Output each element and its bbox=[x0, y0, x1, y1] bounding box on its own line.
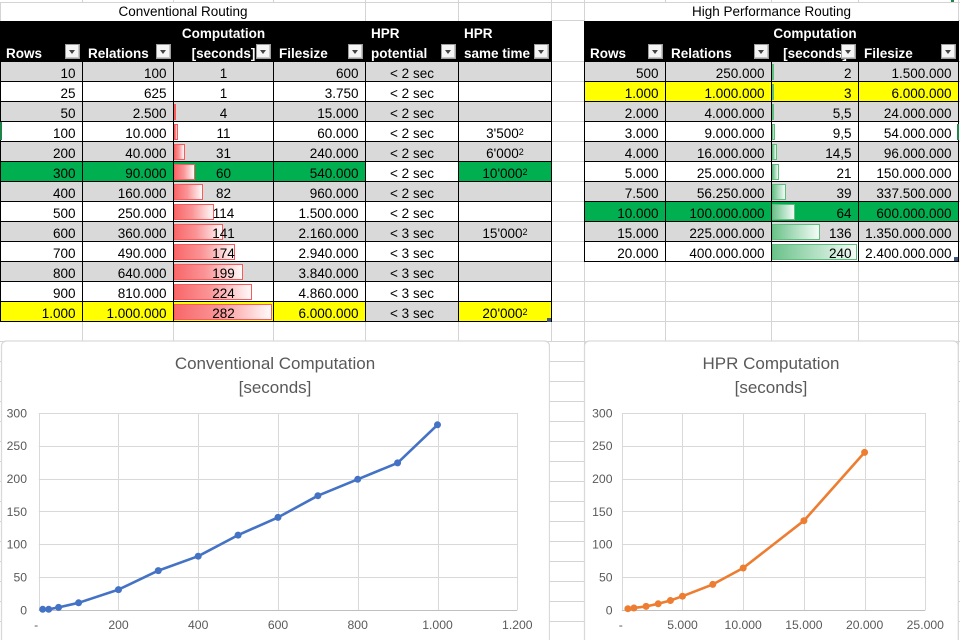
svg-text:200: 200 bbox=[108, 618, 129, 632]
svg-text:10.000: 10.000 bbox=[725, 618, 762, 632]
svg-text:50: 50 bbox=[599, 571, 613, 585]
svg-text:5.000: 5.000 bbox=[667, 618, 698, 632]
svg-text:25.000: 25.000 bbox=[907, 618, 944, 632]
svg-text:50: 50 bbox=[13, 571, 27, 585]
svg-text:400: 400 bbox=[188, 618, 209, 632]
svg-text:250: 250 bbox=[592, 439, 613, 453]
svg-text:15.000: 15.000 bbox=[785, 618, 822, 632]
svg-text:300: 300 bbox=[7, 406, 28, 420]
svg-text:Conventional Computation: Conventional Computation bbox=[175, 354, 375, 373]
svg-text:[seconds]: [seconds] bbox=[735, 378, 808, 397]
svg-text:150: 150 bbox=[592, 505, 613, 519]
svg-text:1.000: 1.000 bbox=[422, 618, 453, 632]
svg-text:[seconds]: [seconds] bbox=[239, 378, 312, 397]
svg-text:150: 150 bbox=[7, 505, 28, 519]
svg-text:200: 200 bbox=[7, 472, 28, 486]
svg-text:600: 600 bbox=[268, 618, 289, 632]
svg-text:20.000: 20.000 bbox=[846, 618, 883, 632]
svg-text:0: 0 bbox=[20, 603, 27, 617]
svg-text:300: 300 bbox=[592, 406, 613, 420]
svg-text:100: 100 bbox=[592, 538, 613, 552]
svg-text:0: 0 bbox=[606, 603, 613, 617]
svg-text:1.200: 1.200 bbox=[502, 618, 533, 632]
svg-text:-: - bbox=[34, 618, 38, 632]
svg-text:200: 200 bbox=[592, 472, 613, 486]
svg-text:HPR Computation: HPR Computation bbox=[702, 354, 839, 373]
svg-text:800: 800 bbox=[348, 618, 369, 632]
svg-text:100: 100 bbox=[7, 538, 28, 552]
svg-text:-: - bbox=[619, 618, 623, 632]
svg-text:250: 250 bbox=[7, 439, 28, 453]
